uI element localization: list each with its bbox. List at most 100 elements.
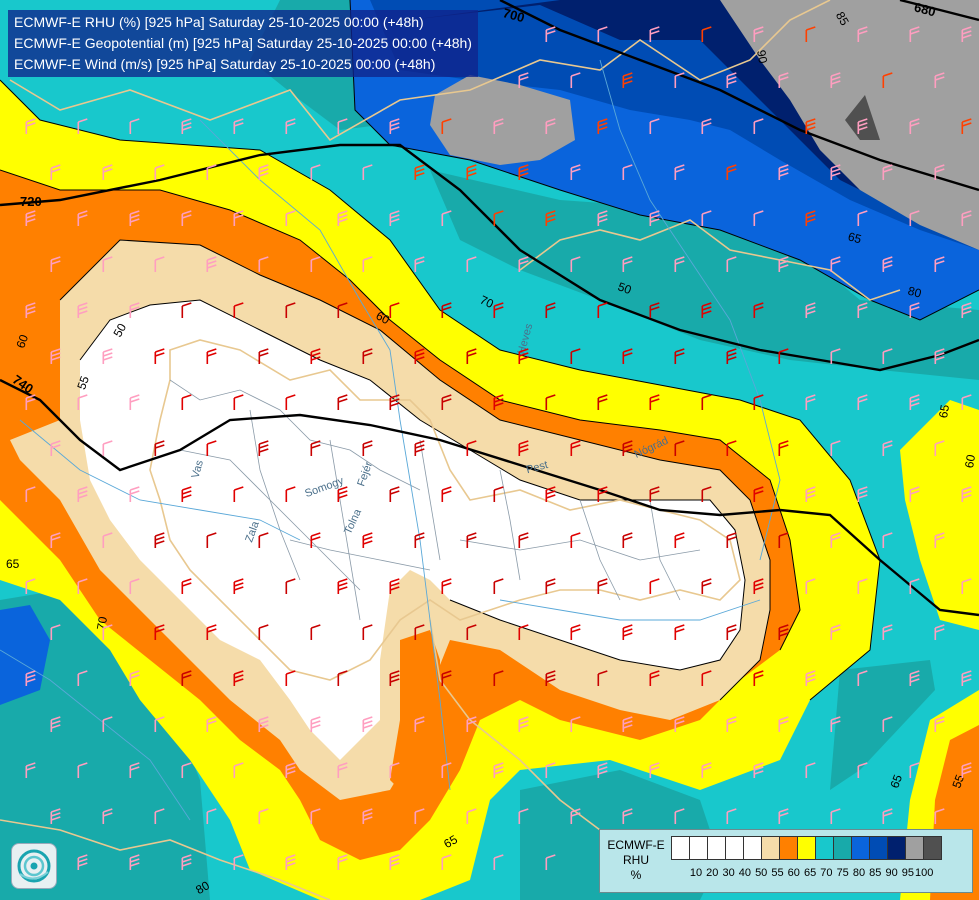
rhu-75-zone-center — [430, 170, 979, 380]
wind-barb — [102, 256, 113, 272]
wind-barb — [206, 348, 217, 364]
wind-barb — [337, 670, 348, 686]
wind-barb — [726, 716, 737, 732]
wind-barb — [258, 532, 269, 548]
wind-barbs — [25, 26, 972, 870]
wind-barb — [778, 164, 789, 180]
wind-barb — [597, 210, 608, 226]
wind-barb — [830, 532, 841, 548]
wind-barb — [909, 210, 920, 226]
wind-barb — [389, 394, 400, 410]
wind-barb — [909, 578, 920, 594]
rhu-60-pocket-south — [390, 630, 440, 800]
wind-barb — [181, 486, 192, 502]
wind-barb — [570, 164, 581, 180]
wind-barb — [778, 348, 789, 364]
legend-swatch — [869, 836, 888, 860]
wind-barb — [805, 762, 816, 778]
wind-barb — [441, 670, 452, 686]
wind-barb — [753, 486, 764, 502]
wind-barb — [233, 210, 244, 226]
wind-barb — [389, 578, 400, 594]
svg-text:65: 65 — [6, 557, 20, 571]
wind-barb — [389, 118, 400, 134]
wind-barb — [337, 394, 348, 410]
wind-barb — [77, 302, 88, 318]
svg-text:60: 60 — [13, 332, 31, 350]
wind-barb — [805, 394, 816, 410]
wind-barb — [233, 578, 244, 594]
wind-barb — [181, 302, 192, 318]
wind-barb — [597, 394, 608, 410]
wind-barb — [129, 762, 140, 778]
wind-barb — [753, 670, 764, 686]
wind-barb — [570, 348, 581, 364]
wind-barb — [154, 348, 165, 364]
wind-barb — [753, 118, 764, 134]
wind-barb — [778, 716, 789, 732]
wind-barb — [389, 670, 400, 686]
wind-barb — [545, 394, 556, 410]
wind-barb — [830, 348, 841, 364]
wind-barb — [726, 72, 737, 88]
rhu-legend: ECMWF-E RHU % 10 20 30 40 50 55 60 65 70 75 80 85 90… — [599, 829, 973, 893]
county-borders — [169, 379, 701, 621]
wind-barb — [622, 624, 633, 640]
wind-barb — [622, 808, 633, 824]
svg-text:60: 60 — [373, 308, 392, 327]
wind-barb — [597, 762, 608, 778]
wind-barb — [805, 486, 816, 502]
wind-barb — [934, 532, 945, 548]
wind-barb — [77, 854, 88, 870]
wind-barb — [805, 302, 816, 318]
wind-barb — [830, 440, 841, 456]
wind-barb — [206, 624, 217, 640]
wind-barb — [441, 394, 452, 410]
wind-barb — [154, 440, 165, 456]
wind-barb — [778, 72, 789, 88]
legend-swatch — [905, 836, 924, 860]
wind-barb — [674, 808, 685, 824]
wind-barb — [50, 716, 61, 732]
wind-barb — [50, 624, 61, 640]
wind-barb — [622, 72, 633, 88]
wind-barb — [726, 532, 737, 548]
wind-barb — [674, 164, 685, 180]
wind-barb — [545, 670, 556, 686]
wind-barb — [857, 762, 868, 778]
wind-barb — [545, 210, 556, 226]
wind-barb — [934, 716, 945, 732]
wind-barb — [805, 26, 816, 42]
wind-barb — [50, 348, 61, 364]
legend-tick-label: 20 — [706, 867, 719, 879]
wind-barb — [518, 624, 529, 640]
svg-text:60: 60 — [962, 453, 978, 469]
wind-barb — [102, 532, 113, 548]
legend-tick-label: 100 — [915, 867, 934, 879]
wind-barb — [597, 26, 608, 42]
wind-barb — [857, 670, 868, 686]
wind-barb — [389, 762, 400, 778]
geopotential-label-700: 700 — [501, 5, 526, 25]
wind-barb — [310, 348, 321, 364]
wind-barb — [701, 670, 712, 686]
wind-barb — [102, 440, 113, 456]
wind-barb — [622, 256, 633, 272]
wind-barb — [466, 532, 477, 548]
wind-barb — [570, 532, 581, 548]
wind-barb — [545, 118, 556, 134]
wind-barb — [493, 302, 504, 318]
wind-barb — [310, 624, 321, 640]
legend-swatch — [923, 836, 942, 860]
wind-barb — [726, 440, 737, 456]
wind-barb — [285, 118, 296, 134]
wind-barb — [285, 578, 296, 594]
wind-barb — [753, 302, 764, 318]
wind-barb — [102, 164, 113, 180]
wind-barb — [285, 302, 296, 318]
legend-swatch — [707, 836, 726, 860]
wind-barb — [597, 670, 608, 686]
rivers — [0, 59, 781, 821]
wind-barb — [830, 72, 841, 88]
wind-barb — [961, 26, 972, 42]
